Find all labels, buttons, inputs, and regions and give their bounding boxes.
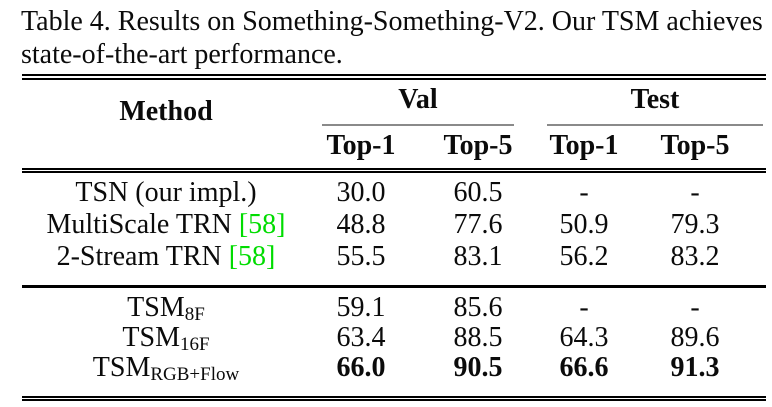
test-top1-cell: 50.9 xyxy=(559,209,609,240)
column-header-val-top1: Top-1 xyxy=(326,130,396,161)
baseline-methods-group: TSN (our impl.) 30.0 60.5 - - MultiScale… xyxy=(22,173,766,285)
val-top1-cell: 30.0 xyxy=(336,177,386,208)
method-name: MultiScale TRN xyxy=(46,209,239,240)
val-top1-cell: 55.5 xyxy=(336,241,386,272)
method-cell: TSM16F xyxy=(22,322,310,355)
caption-line-2: state-of-the-art performance. xyxy=(21,39,343,70)
header-separator-rule xyxy=(22,168,766,173)
test-top1-cell: - xyxy=(579,177,589,208)
results-table: Method Val Test Top-1 Top-5 Top-1 Top-5 … xyxy=(22,74,766,401)
val-top1-cell: 48.8 xyxy=(336,209,386,240)
method-subscript: 8F xyxy=(184,304,205,325)
test-top1-cell: - xyxy=(579,292,589,323)
table-caption: Table 4. Results on Something-Something-… xyxy=(21,5,763,71)
test-top5-cell: - xyxy=(690,177,700,208)
method-subscript: RGB+Flow xyxy=(150,364,240,385)
method-name: TSM xyxy=(127,292,185,323)
table-top-rule xyxy=(22,74,766,80)
val-top5-cell: 88.5 xyxy=(453,322,503,353)
val-subcolumns-rule xyxy=(322,124,514,126)
table-row: 2-Stream TRN [58] 55.5 83.1 56.2 83.2 xyxy=(22,241,766,273)
method-cell: MultiScale TRN [58] xyxy=(22,209,310,241)
group-separator-rule xyxy=(22,285,766,288)
method-cell: 2-Stream TRN [58] xyxy=(22,241,310,273)
test-top1-cell: 56.2 xyxy=(559,241,609,272)
column-group-header-test: Test xyxy=(630,84,680,115)
column-header-val-top5: Top-5 xyxy=(443,130,513,161)
table-row: TSM16F 63.4 88.5 64.3 89.6 xyxy=(22,322,766,355)
val-top1-cell: 63.4 xyxy=(336,322,386,353)
val-top5-cell: 60.5 xyxy=(453,177,503,208)
table-row: TSMRGB+Flow 66.0 90.5 66.6 91.3 xyxy=(22,352,766,385)
test-top5-cell: 89.6 xyxy=(670,322,720,353)
val-top1-cell: 59.1 xyxy=(336,292,386,323)
table-header: Method Val Test Top-1 Top-5 Top-1 Top-5 xyxy=(22,80,766,168)
method-subscript: 16F xyxy=(180,334,210,355)
val-top5-cell: 85.6 xyxy=(453,292,503,323)
test-top5-cell: 83.2 xyxy=(670,241,720,272)
test-top5-cell: - xyxy=(690,292,700,323)
method-name: TSN (our impl.) xyxy=(75,177,257,208)
val-top5-cell: 83.1 xyxy=(453,241,503,272)
method-name: TSM xyxy=(122,322,180,353)
tsm-methods-group: TSM8F 59.1 85.6 - - TSM16F 63.4 88.5 64.… xyxy=(22,288,766,396)
test-subcolumns-rule xyxy=(547,124,763,126)
val-top5-cell: 77.6 xyxy=(453,209,503,240)
test-top5-cell: 79.3 xyxy=(670,209,720,240)
val-top1-cell: 66.0 xyxy=(336,352,386,383)
table-row: TSN (our impl.) 30.0 60.5 - - xyxy=(22,177,766,209)
method-cell: TSN (our impl.) xyxy=(22,177,310,209)
subheader-row: Top-1 Top-5 Top-1 Top-5 xyxy=(22,130,766,162)
table-row: TSM8F 59.1 85.6 - - xyxy=(22,292,766,325)
column-header-test-top1: Top-1 xyxy=(549,130,619,161)
citation-link[interactable]: [58] xyxy=(228,241,276,272)
val-top5-cell: 90.5 xyxy=(453,352,503,383)
method-cell: TSM8F xyxy=(22,292,310,325)
table-bottom-rule xyxy=(22,396,766,401)
column-header-test-top5: Top-5 xyxy=(660,130,730,161)
test-top5-cell: 91.3 xyxy=(670,352,720,383)
column-header-method: Method xyxy=(119,96,213,127)
caption-line-1: Table 4. Results on Something-Something-… xyxy=(21,6,763,37)
method-cell: TSMRGB+Flow xyxy=(22,352,310,385)
test-top1-cell: 66.6 xyxy=(559,352,609,383)
column-group-header-val: Val xyxy=(398,84,438,115)
method-name: TSM xyxy=(92,352,151,383)
subheader-spacer xyxy=(22,130,310,162)
citation-link[interactable]: [58] xyxy=(238,209,286,240)
test-top1-cell: 64.3 xyxy=(559,322,609,353)
method-name: 2-Stream TRN xyxy=(56,241,229,272)
table-row: MultiScale TRN [58] 48.8 77.6 50.9 79.3 xyxy=(22,209,766,241)
